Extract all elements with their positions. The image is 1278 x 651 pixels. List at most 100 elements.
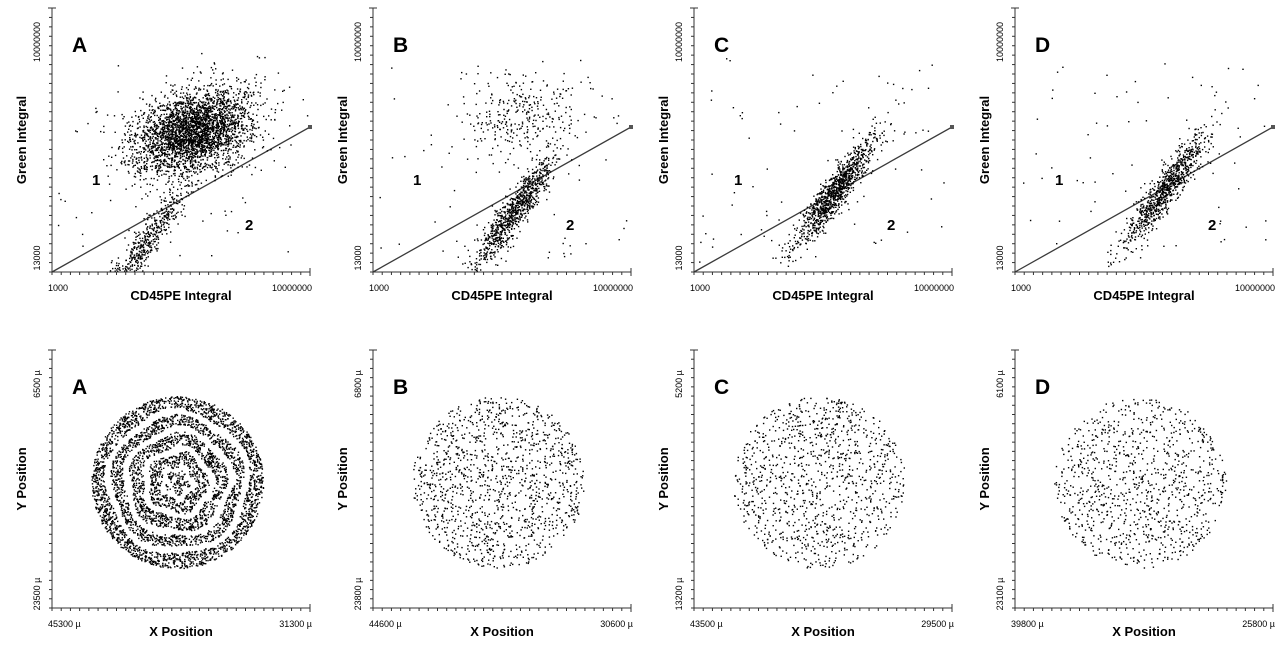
data-point	[548, 163, 549, 164]
data-point	[463, 96, 464, 97]
data-point	[524, 101, 525, 102]
data-point	[134, 254, 135, 255]
data-point	[154, 143, 155, 144]
data-point	[528, 183, 529, 184]
data-point	[145, 178, 146, 179]
data-point	[175, 139, 176, 140]
data-point	[244, 94, 245, 95]
data-point	[199, 105, 200, 106]
data-point	[151, 120, 152, 121]
data-point	[140, 256, 141, 257]
data-point	[156, 236, 157, 237]
data-point	[232, 70, 233, 71]
data-point	[155, 167, 156, 168]
data-point	[170, 116, 171, 117]
data-point	[171, 184, 172, 185]
data-point	[166, 128, 167, 129]
data-point	[480, 249, 481, 250]
data-point	[553, 178, 554, 179]
data-point	[490, 252, 491, 253]
data-point	[521, 186, 522, 187]
data-point	[209, 95, 210, 96]
data-point	[550, 165, 551, 166]
data-point	[219, 134, 220, 135]
data-point	[526, 209, 527, 210]
data-point	[476, 262, 477, 263]
data-point	[468, 250, 469, 251]
data-point	[527, 179, 528, 180]
data-point	[537, 183, 538, 184]
data-point	[195, 145, 196, 146]
data-point	[154, 126, 155, 127]
data-point	[241, 128, 242, 129]
data-point	[528, 177, 529, 178]
data-point	[236, 77, 237, 78]
data-point	[509, 119, 510, 120]
data-point	[217, 101, 218, 102]
data-point	[523, 181, 524, 182]
data-point	[223, 130, 224, 131]
data-point	[238, 107, 239, 108]
data-point	[240, 89, 241, 90]
data-point	[222, 116, 223, 117]
data-point	[209, 150, 210, 151]
data-point	[238, 154, 239, 155]
data-point	[556, 158, 557, 159]
data-point	[516, 238, 517, 239]
data-point	[241, 121, 242, 122]
data-point	[175, 150, 176, 151]
data-point	[522, 94, 523, 95]
data-point	[211, 116, 212, 117]
data-point	[183, 92, 184, 93]
data-point	[163, 173, 164, 174]
data-point	[148, 136, 149, 137]
data-point	[487, 129, 488, 130]
data-point	[488, 86, 489, 87]
data-point	[185, 180, 186, 181]
data-point	[196, 107, 197, 108]
data-point	[163, 121, 164, 122]
data-point	[177, 156, 178, 157]
data-point	[133, 141, 134, 142]
data-point	[499, 239, 500, 240]
data-point	[525, 216, 526, 217]
data-point	[512, 210, 513, 211]
data-point	[134, 142, 135, 143]
data-point	[228, 162, 229, 163]
data-point	[479, 250, 480, 251]
data-point	[577, 120, 578, 121]
data-point	[541, 164, 542, 165]
data-point	[572, 88, 573, 89]
data-point	[192, 167, 193, 168]
data-point	[214, 109, 215, 110]
data-point	[514, 217, 515, 218]
data-point	[171, 138, 172, 139]
data-point	[563, 89, 564, 90]
data-point	[221, 176, 222, 177]
data-point	[226, 156, 227, 157]
data-point	[151, 106, 152, 107]
data-point	[534, 204, 535, 205]
data-point	[178, 113, 179, 114]
data-point	[510, 74, 511, 75]
data-point	[230, 109, 231, 110]
data-point	[473, 126, 474, 127]
data-point	[176, 200, 177, 201]
data-point	[139, 126, 140, 127]
data-point	[194, 125, 195, 126]
data-point	[479, 113, 480, 114]
data-point	[162, 234, 163, 235]
data-point	[509, 227, 510, 228]
data-point	[523, 188, 524, 189]
data-point	[507, 227, 508, 228]
data-point	[216, 104, 217, 105]
data-point	[172, 147, 173, 148]
data-point	[186, 145, 187, 146]
data-point	[204, 107, 205, 108]
data-point	[143, 218, 144, 219]
data-point	[193, 99, 194, 100]
data-point	[497, 127, 498, 128]
data-point	[493, 235, 494, 236]
data-point	[497, 213, 498, 214]
data-point	[237, 88, 238, 89]
